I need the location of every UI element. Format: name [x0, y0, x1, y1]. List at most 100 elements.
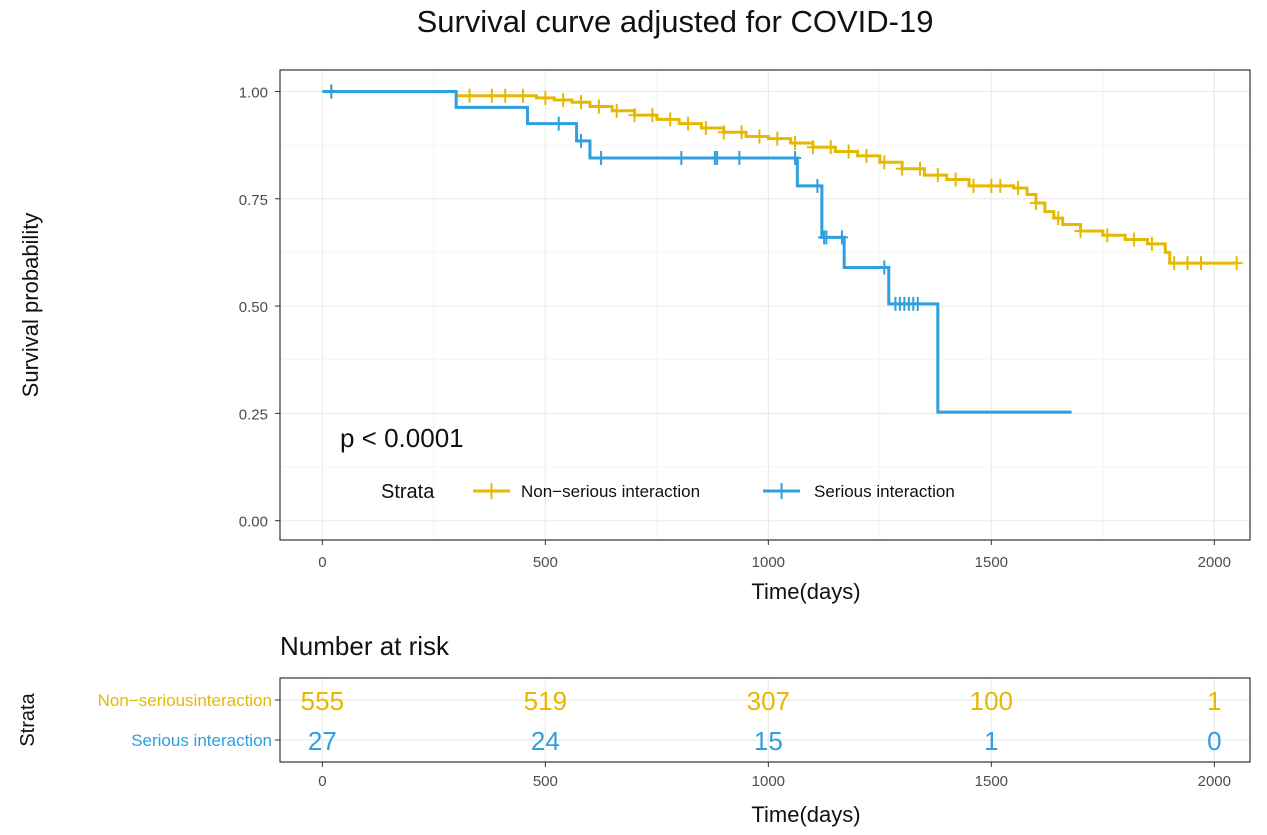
- censor-mark: [931, 168, 944, 183]
- y-tick-label: 0.00: [239, 514, 268, 531]
- y-tick-label: 0.25: [239, 406, 268, 423]
- censor-mark: [1145, 236, 1158, 251]
- censor-mark: [539, 90, 552, 105]
- risk-value: 100: [970, 686, 1013, 716]
- risk-value: 15: [754, 726, 783, 756]
- censor-mark: [878, 155, 891, 170]
- censor-mark: [789, 135, 802, 150]
- risk-value: 1: [984, 726, 998, 756]
- censor-mark: [552, 116, 565, 131]
- censor-mark: [675, 150, 688, 165]
- risk-border: [279, 677, 1251, 763]
- censor-mark: [1194, 256, 1207, 271]
- y-axis-label: Survival probability: [18, 213, 43, 398]
- censor-mark: [913, 161, 926, 176]
- censor-mark: [949, 172, 962, 187]
- censor-mark: [1230, 256, 1243, 271]
- censor-mark: [628, 108, 641, 123]
- censor-mark: [1168, 256, 1181, 271]
- censor-mark: [717, 125, 730, 140]
- risk-strata-label: Strata: [17, 692, 39, 746]
- chart-title: Survival curve adjusted for COVID-19: [417, 4, 934, 39]
- censor-mark: [842, 144, 855, 159]
- censor-mark: [771, 131, 784, 146]
- censor-mark: [595, 150, 608, 165]
- survival-curve-non-serious: [322, 89, 1237, 265]
- risk-row-label: Non−seriousinteraction: [98, 691, 272, 710]
- censor-mark: [575, 133, 588, 148]
- p-value-annotation: p < 0.0001: [340, 423, 464, 453]
- risk-x-tick-label: 500: [533, 773, 558, 790]
- survival-curve-serious: [322, 89, 1072, 414]
- censor-mark: [1101, 228, 1114, 243]
- censor-mark: [733, 150, 746, 165]
- risk-table-title: Number at risk: [280, 631, 450, 661]
- risk-value: 307: [747, 686, 790, 716]
- censor-mark: [485, 88, 498, 103]
- censor-mark: [1181, 256, 1194, 271]
- censor-mark: [699, 120, 712, 135]
- x-tick-label: 1500: [975, 554, 1008, 571]
- risk-x-tick-label: 0: [318, 773, 326, 790]
- risk-table-panel: Non−seriousinteraction 555 519 307 100 1Serio…: [98, 677, 1251, 790]
- x-tick-label: 500: [533, 554, 558, 571]
- risk-x-axis-label: Time(days): [751, 802, 860, 827]
- censor-mark: [1029, 196, 1042, 211]
- censor-mark: [835, 230, 848, 245]
- censor-mark: [557, 93, 570, 108]
- plot-border: [279, 69, 1251, 541]
- censor-mark: [1128, 232, 1141, 247]
- legend-title: Strata: [381, 481, 435, 503]
- censor-mark: [860, 148, 873, 163]
- x-tick-label: 1000: [752, 554, 785, 571]
- censor-mark: [575, 95, 588, 110]
- risk-value: 0: [1207, 726, 1221, 756]
- censor-mark: [806, 140, 819, 155]
- censor-mark: [967, 178, 980, 193]
- censor-mark: [753, 129, 766, 144]
- x-tick-label: 2000: [1198, 554, 1231, 571]
- legend-key-serious: [763, 483, 800, 499]
- risk-x-tick-label: 1500: [975, 773, 1008, 790]
- legend-key-non-serious: [473, 483, 510, 499]
- censor-mark: [789, 150, 802, 165]
- censor-mark: [878, 260, 891, 275]
- censor-mark: [499, 88, 512, 103]
- risk-row-label: Serious interaction: [131, 731, 272, 750]
- censor-mark: [592, 99, 605, 114]
- risk-value: 555: [301, 686, 344, 716]
- y-tick-label: 0.50: [239, 299, 268, 316]
- censor-mark: [1074, 223, 1087, 238]
- risk-x-tick-label: 2000: [1198, 773, 1231, 790]
- censor-mark: [994, 178, 1007, 193]
- risk-value: 1: [1207, 686, 1221, 716]
- censor-mark: [646, 108, 659, 123]
- censor-mark: [682, 116, 695, 131]
- plot-panel: 0 500 1000 1500 2000 0.00 0.25 0.50 0.75 1.00: [239, 69, 1251, 571]
- censor-mark: [711, 150, 724, 165]
- risk-x-tick-label: 1000: [752, 773, 785, 790]
- censor-mark: [517, 88, 530, 103]
- censor-mark: [664, 112, 677, 127]
- y-tick-label: 0.75: [239, 192, 268, 209]
- risk-value: 24: [531, 726, 560, 756]
- censor-mark: [824, 140, 837, 155]
- legend-label-serious: Serious interaction: [814, 482, 955, 501]
- censor-mark: [610, 103, 623, 118]
- risk-value: 519: [524, 686, 567, 716]
- censor-mark: [325, 84, 338, 99]
- censor-mark: [811, 178, 824, 193]
- censor-mark: [911, 296, 924, 311]
- censor-mark: [735, 125, 748, 140]
- censor-mark: [896, 161, 909, 176]
- legend-label-non-serious: Non−serious interaction: [521, 482, 700, 501]
- censor-mark: [820, 230, 833, 245]
- censor-mark: [463, 88, 476, 103]
- y-tick-label: 1.00: [239, 84, 268, 101]
- x-tick-label: 0: [318, 554, 326, 571]
- legend: Strata Non−serious interaction Serious i…: [381, 481, 955, 503]
- x-axis-label: Time(days): [751, 579, 860, 604]
- censor-mark: [1052, 211, 1065, 226]
- risk-value: 27: [308, 726, 337, 756]
